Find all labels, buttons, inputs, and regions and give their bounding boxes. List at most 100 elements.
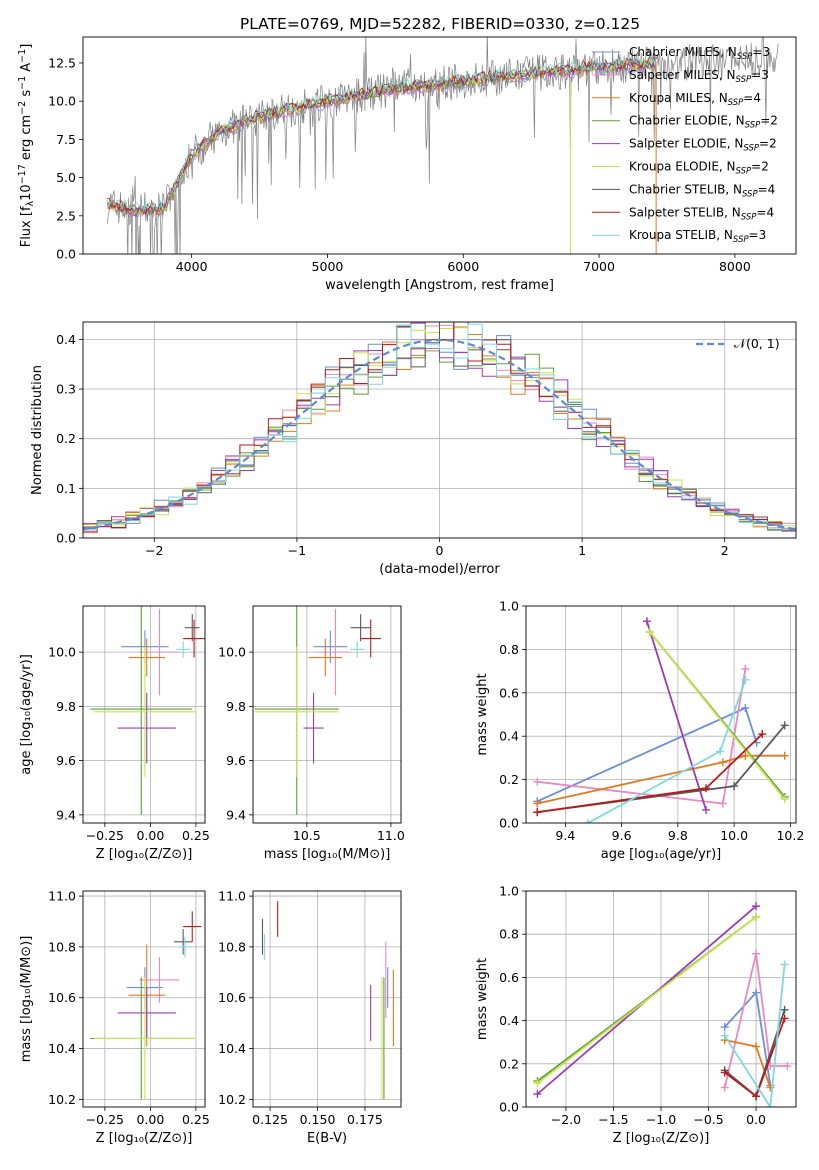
y-tick-label: 10.2 <box>48 1092 76 1107</box>
weight-point-marker <box>533 799 542 808</box>
y-tick-label: 0.0 <box>56 531 76 546</box>
y-tick-label: 1.0 <box>499 599 519 614</box>
legend-nssp-value: 2 <box>769 137 777 151</box>
legend-label: Kroupa STELIB, NSSP=3 <box>629 228 766 245</box>
y-tick-label: 0.6 <box>499 685 519 700</box>
x-axis-label: wavelength [Angstrom, rest frame] <box>325 278 554 293</box>
y-tick-label: 10.0 <box>48 645 76 660</box>
weight-point-marker <box>752 1092 761 1101</box>
x-tick-label: 0.175 <box>347 1112 383 1127</box>
x-tick-label: 9.4 <box>555 828 575 843</box>
y-axis-label-part: −17 <box>17 164 28 184</box>
x-tick-label: 0.00 <box>136 828 164 843</box>
y-tick-label: 10.6 <box>218 990 246 1005</box>
weight-point-marker <box>741 664 750 673</box>
weight-point-marker <box>583 819 592 823</box>
y-tick-label: 9.8 <box>56 699 76 714</box>
legend-nssp-sub: SSP <box>733 235 749 245</box>
y-axis-label-part: erg cm <box>19 115 34 164</box>
weight-point-marker <box>752 902 761 911</box>
legend-nssp-eq: = <box>756 205 766 219</box>
legend-nssp-sub: SSP <box>741 212 757 222</box>
legend-nssp-eq: = <box>751 160 761 174</box>
weight-point-marker <box>741 751 750 760</box>
plot-area-Z-age <box>83 606 205 823</box>
y-tick-label: 0.2 <box>499 1056 519 1071</box>
x-tick-label: −1.0 <box>646 1112 676 1127</box>
legend-nssp-value: 2 <box>770 114 778 128</box>
legend-nssp-prefix: , N <box>728 114 745 128</box>
plot-area-mass-age <box>253 606 401 823</box>
axes-Z-weight: −2.0 −1.5 −1.0 −0.5 0.0 0.0 0.2 0.4 0.6 0.8 1.0 Z [… <box>475 884 797 1146</box>
axes-frame <box>252 890 402 1108</box>
legend-label: Chabrier MILES, NSSP=3 <box>629 45 770 62</box>
legend-nssp-prefix: , N <box>727 137 744 151</box>
y-tick-label: 0.2 <box>499 772 519 787</box>
weight-point-marker <box>780 1014 789 1023</box>
legend-nssp-value: 4 <box>768 182 776 196</box>
weight-series-line <box>648 631 786 800</box>
weight-point-marker <box>780 960 789 969</box>
axes-residuals: −2 −1 0 1 2 0.0 0.1 0.2 0.3 0.4 (data-model)/error… <box>30 321 797 577</box>
weight-point-marker <box>702 784 710 793</box>
legend-nssp-sub: SSP <box>742 189 758 199</box>
y-axis-label-part: −1 <box>17 76 28 90</box>
legend-nssp-prefix: , N <box>711 91 728 105</box>
legend-nssp-sub: SSP <box>743 144 759 154</box>
weight-point-marker <box>780 795 789 804</box>
weight-point-marker <box>533 777 542 786</box>
x-tick-label: 1 <box>578 543 586 558</box>
y-tick-label: 11.0 <box>218 889 246 904</box>
axes-Z-mass: −0.25 0.00 0.25 10.2 10.4 10.6 10.8 11.0 Z [log₁… <box>19 889 210 1146</box>
x-tick-label: 5000 <box>312 259 344 274</box>
y-tick-label: 0.8 <box>499 927 519 942</box>
weight-point-marker <box>720 1031 729 1040</box>
legend-nssp-eq: = <box>751 68 761 82</box>
plot-area-spectrum <box>106 37 779 254</box>
y-axis-label: mass weight <box>475 958 490 1040</box>
legend-model-name: Salpeter ELODIE <box>629 137 727 151</box>
y-tick-label: 0.4 <box>499 1013 519 1028</box>
plot-area-age-weight <box>526 606 796 823</box>
x-tick-label: 0.0 <box>746 1112 766 1127</box>
legend-nssp-eq: = <box>743 91 753 105</box>
y-axis-label-part: A <box>19 63 34 76</box>
x-axis-label: age [log₁₀(age/yr)] <box>601 847 722 862</box>
axes-frame <box>82 890 206 1108</box>
legend-model-name: Kroupa STELIB <box>629 228 716 242</box>
x-tick-label: 9.6 <box>612 828 632 843</box>
x-axis-label: mass [log₁₀(M/M⊙)] <box>264 847 391 862</box>
weight-point-marker <box>752 1042 761 1051</box>
normal-curve <box>83 338 796 531</box>
plot-area-Z-mass <box>83 891 205 1107</box>
legend-normal-label: 𝒩(0, 1) <box>734 336 780 351</box>
x-tick-label: −2 <box>145 543 163 558</box>
axes-spectrum: 4000 5000 6000 7000 8000 0.0 2.5 5.0 7.5 10.0 12.5… <box>17 36 797 293</box>
y-tick-label: 9.4 <box>226 807 246 822</box>
spectrum-model-line <box>107 59 656 217</box>
x-tick-label: 0.125 <box>252 1112 288 1127</box>
y-tick-label: 9.6 <box>226 753 246 768</box>
y-axis-label-part: −2 <box>17 101 28 115</box>
x-tick-label: 0.25 <box>182 1112 210 1127</box>
spectrum-model-line <box>106 60 656 217</box>
legend-nssp-sub: SSP <box>745 121 761 131</box>
y-tick-label: 10.6 <box>48 990 76 1005</box>
weight-point-marker <box>642 617 651 626</box>
x-tick-label: 0 <box>436 543 444 558</box>
y-axis-label: mass weight <box>475 673 490 755</box>
x-tick-label: −0.5 <box>693 1112 723 1127</box>
y-axis-label-part: s <box>19 90 34 101</box>
weight-point-marker <box>720 1023 729 1032</box>
weight-point-marker <box>533 808 542 817</box>
y-tick-label: 1.0 <box>499 884 519 899</box>
x-tick-label: 8000 <box>719 259 751 274</box>
axes-age-weight: 9.4 9.6 9.8 10.0 10.2 0.0 0.2 0.4 0.6 0.8 1.0 age [… <box>475 599 804 863</box>
legend-nssp-sub: SSP <box>728 98 744 108</box>
y-tick-label: 0.3 <box>56 382 76 397</box>
x-axis-label: Z [log₁₀(Z/Z⊙)] <box>96 847 193 862</box>
x-tick-label: 11.0 <box>377 828 405 843</box>
x-tick-label: 4000 <box>176 259 208 274</box>
legend-nssp-value: 3 <box>762 45 770 59</box>
axes-mass-age: 10.5 11.0 9.4 9.6 9.8 10.0 mass [log₁₀(M/M⊙)] <box>218 605 405 862</box>
